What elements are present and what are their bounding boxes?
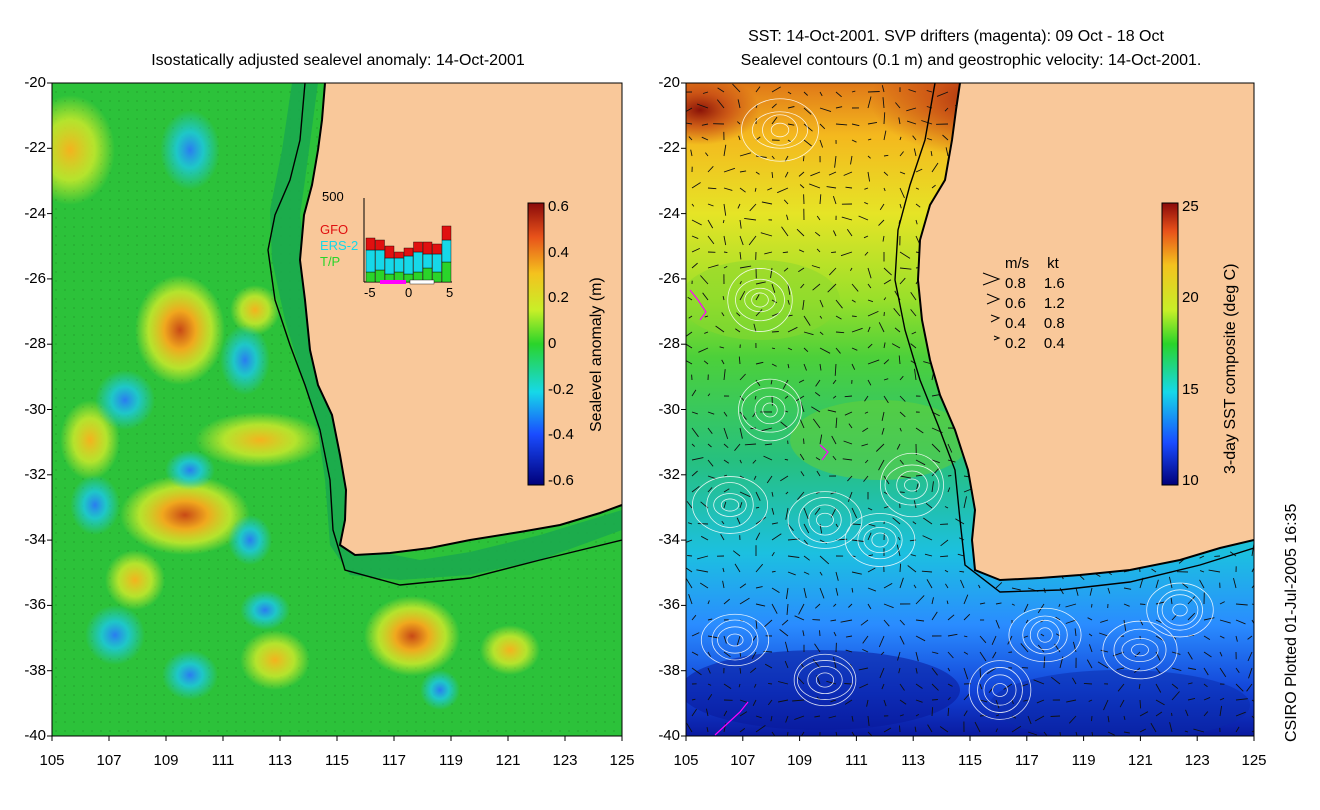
right-y-tick: -20 <box>658 74 680 91</box>
right-y-tick: -26 <box>658 269 680 287</box>
shelf-contour-right <box>894 83 1254 593</box>
left-y-tick: -30 <box>24 400 46 418</box>
sla-colorbar-tick: -0.2 <box>548 380 574 398</box>
coastline-left <box>298 83 622 557</box>
left-y-tick: -20 <box>24 74 46 91</box>
sst-colorbar-tick: 20 <box>1182 289 1199 307</box>
right-y-tick: -24 <box>658 204 680 222</box>
velocity-legend-row: 0.4 0.8 <box>1005 314 1065 334</box>
sst-colorbar-tick: 10 <box>1182 472 1199 489</box>
inset-x-tick-5: 5 <box>446 285 454 300</box>
right-y-tick: -30 <box>658 400 680 418</box>
left-y-tick: -38 <box>24 661 46 679</box>
velocity-legend-row: 0.8 1.6 <box>1005 274 1065 294</box>
left-x-tick: 111 <box>211 752 235 769</box>
inset-x-tick-0: 0 <box>405 285 413 300</box>
right-x-tick: 125 <box>1241 752 1267 769</box>
velocity-legend-ms: 0.8 <box>1005 275 1026 292</box>
left-panel-title: Isostatically adjusted sealevel anomaly:… <box>151 52 525 69</box>
left-x-tick: 107 <box>96 752 122 769</box>
sst-colorbar <box>1161 202 1179 486</box>
left-x-tick: 123 <box>552 752 578 769</box>
sla-colorbar-tick: 0 <box>548 335 557 352</box>
right-x-tick: 115 <box>958 752 982 769</box>
velocity-legend-ms: 0.4 <box>1005 315 1026 332</box>
sla-colorbar-tick: 0.6 <box>548 198 569 215</box>
right-panel-title-line1: SST: 14-Oct-2001. SVP drifters (magenta)… <box>748 28 1164 45</box>
left-y-tick: -40 <box>24 727 46 744</box>
coastline-right <box>916 83 1254 582</box>
right-map <box>686 83 1254 736</box>
sla-colorbar-tick: -0.6 <box>548 472 574 489</box>
left-x-tick: 109 <box>153 752 179 769</box>
satellite-track-inset <box>363 198 452 285</box>
right-x-tick: 113 <box>901 752 926 769</box>
velocity-legend-header-kt: kt <box>1047 255 1059 272</box>
plot-credit: CSIRO Plotted 01-Jul-2005 16:35 <box>1283 503 1300 742</box>
sla-colorbar-label: Sealevel anomaly (m) <box>588 277 605 432</box>
right-x-tick: 119 <box>1071 752 1096 769</box>
right-y-tick: -32 <box>658 465 680 483</box>
right-x-tick: 117 <box>1014 752 1039 769</box>
inset-ymax-label: 500 <box>322 189 344 204</box>
right-y-tick: -22 <box>658 139 680 157</box>
right-x-tick: 121 <box>1127 752 1153 769</box>
velocity-legend-kt: 0.4 <box>1043 335 1065 352</box>
sla-colorbar-tick: -0.4 <box>548 426 574 444</box>
left-x-tick: 121 <box>495 752 521 769</box>
sst-colorbar-tick: 25 <box>1182 198 1199 215</box>
sst-colorbar-tick: 15 <box>1182 380 1199 398</box>
left-map <box>52 83 622 736</box>
left-x-tick: 125 <box>609 752 635 769</box>
velocity-legend-kt: 0.8 <box>1043 315 1065 332</box>
velocity-legend-row: 0.6 1.2 <box>1005 294 1065 314</box>
inset-legend-ers2: ERS-2 <box>320 238 359 253</box>
velocity-legend-kt: 1.2 <box>1043 295 1065 312</box>
velocity-legend-row: 0.2 0.4 <box>1005 334 1065 354</box>
sla-colorbar <box>527 202 545 486</box>
left-y-tick: -28 <box>24 335 46 353</box>
right-y-tick: -34 <box>658 531 680 549</box>
inset-x-tick-minus5: -5 <box>364 285 376 300</box>
inset-legend-gfo: GFO <box>320 222 349 237</box>
velocity-legend-ms: 0.6 <box>1005 295 1026 312</box>
left-y-tick: -32 <box>24 465 46 483</box>
velocity-legend-arrows <box>982 272 1001 341</box>
velocity-legend-header-ms: m/s <box>1005 255 1030 272</box>
velocity-legend-kt: 1.6 <box>1043 275 1065 292</box>
right-y-tick: -28 <box>658 335 680 353</box>
right-x-tick: 123 <box>1184 752 1210 769</box>
right-x-tick: 105 <box>673 752 699 769</box>
right-y-tick: -38 <box>658 661 680 679</box>
right-y-tick: -36 <box>658 596 680 614</box>
left-y-tick: -34 <box>24 531 46 549</box>
right-panel-title-line2: Sealevel contours (0.1 m) and geostrophi… <box>740 52 1202 69</box>
left-y-tick: -26 <box>24 269 46 287</box>
left-y-tick: -24 <box>24 204 46 222</box>
left-x-tick: 105 <box>39 752 65 769</box>
left-x-tick: 117 <box>382 752 406 769</box>
left-y-tick: -22 <box>24 139 46 157</box>
left-x-tick: 119 <box>439 752 463 769</box>
left-x-tick: 115 <box>325 752 349 769</box>
right-y-tick: -40 <box>658 727 680 744</box>
sst-colorbar-label: 3-day SST composite (deg C) <box>1222 263 1239 474</box>
right-x-tick: 109 <box>787 752 813 769</box>
sla-colorbar-tick: 0.2 <box>548 289 569 307</box>
left-y-tick: -36 <box>24 596 46 614</box>
right-x-tick: 111 <box>844 752 868 769</box>
sla-colorbar-tick: 0.4 <box>548 243 569 261</box>
velocity-legend: m/s kt 0.8 1.6 0.6 1.2 0.4 0.8 0.2 0.4 <box>1005 254 1065 354</box>
velocity-legend-ms: 0.2 <box>1005 335 1026 352</box>
inset-legend-tp: T/P <box>320 254 341 269</box>
left-x-tick: 113 <box>268 752 292 769</box>
right-x-tick: 107 <box>730 752 756 769</box>
shelf-contour-left <box>267 83 622 586</box>
